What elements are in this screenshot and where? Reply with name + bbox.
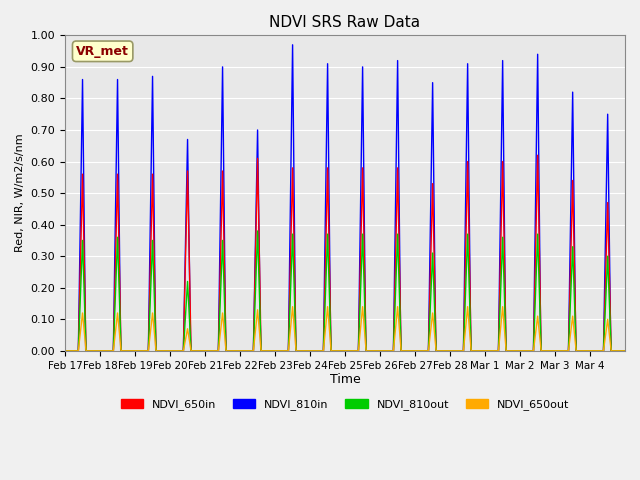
NDVI_810out	[502, 342, 510, 348]
NDVI_810in	[289, 42, 296, 48]
Line: NDVI_810out: NDVI_810out	[65, 231, 625, 351]
Text: VR_met: VR_met	[76, 45, 129, 58]
NDVI_810out	[621, 348, 629, 354]
NDVI_650out	[176, 348, 184, 354]
Y-axis label: Red, NIR, W/m2/s/nm: Red, NIR, W/m2/s/nm	[15, 134, 25, 252]
NDVI_650out	[621, 348, 629, 354]
NDVI_650in	[536, 260, 543, 266]
NDVI_810in	[615, 348, 623, 354]
NDVI_810out	[615, 348, 623, 354]
NDVI_650out	[417, 348, 425, 354]
NDVI_810in	[536, 233, 543, 239]
NDVI_650in	[534, 152, 541, 158]
NDVI_810in	[502, 348, 510, 354]
NDVI_810in	[176, 348, 184, 354]
NDVI_810out	[61, 348, 69, 354]
NDVI_650in	[417, 348, 424, 354]
NDVI_810in	[621, 348, 629, 354]
NDVI_650out	[615, 348, 623, 354]
NDVI_650out	[536, 332, 543, 338]
NDVI_650out	[502, 346, 510, 351]
NDVI_650in	[615, 348, 623, 354]
NDVI_650in	[467, 291, 474, 297]
Legend: NDVI_650in, NDVI_810in, NDVI_810out, NDVI_650out: NDVI_650in, NDVI_810in, NDVI_810out, NDV…	[116, 395, 573, 415]
NDVI_650out	[61, 348, 69, 354]
Line: NDVI_650out: NDVI_650out	[65, 307, 625, 351]
NDVI_810out	[176, 348, 184, 354]
NDVI_650out	[467, 337, 474, 343]
NDVI_810out	[253, 228, 261, 234]
Title: NDVI SRS Raw Data: NDVI SRS Raw Data	[269, 15, 420, 30]
X-axis label: Time: Time	[330, 373, 360, 386]
NDVI_650in	[61, 348, 69, 354]
NDVI_810in	[61, 348, 69, 354]
NDVI_810out	[467, 319, 474, 324]
NDVI_650in	[502, 329, 509, 335]
NDVI_810out	[536, 295, 543, 301]
NDVI_650in	[621, 348, 629, 354]
NDVI_810out	[417, 348, 425, 354]
NDVI_810in	[417, 348, 425, 354]
Line: NDVI_650in: NDVI_650in	[65, 155, 625, 351]
NDVI_650out	[289, 304, 296, 310]
NDVI_650in	[176, 348, 184, 354]
NDVI_810in	[467, 300, 474, 306]
Line: NDVI_810in: NDVI_810in	[65, 45, 625, 351]
